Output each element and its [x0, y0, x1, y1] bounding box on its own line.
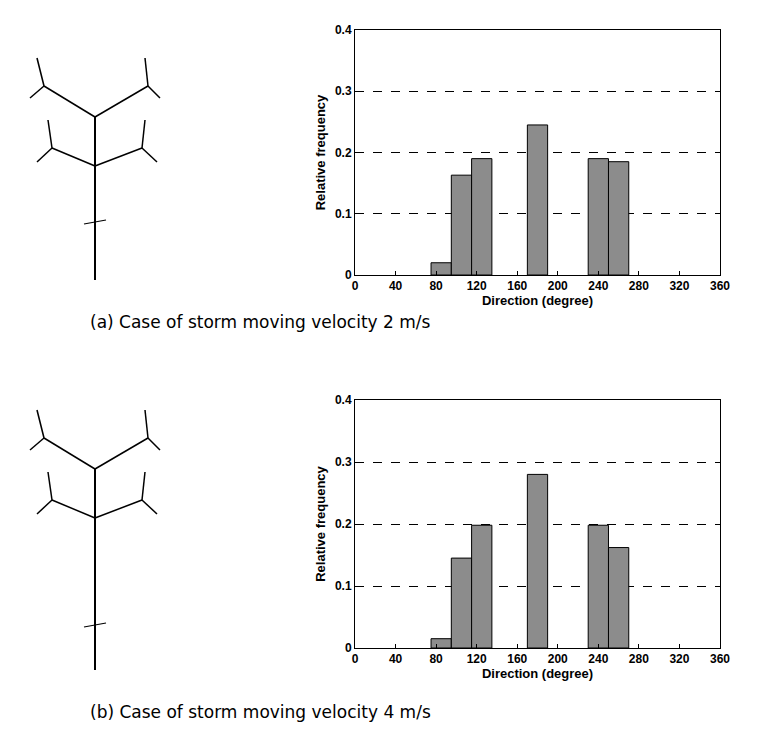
svg-text:360: 360 [710, 279, 730, 293]
svg-text:Relative frequency: Relative frequency [313, 465, 328, 581]
svg-text:0.2: 0.2 [335, 146, 352, 160]
svg-text:80: 80 [429, 652, 443, 666]
svg-text:0.3: 0.3 [335, 455, 352, 469]
svg-text:0: 0 [345, 641, 352, 655]
svg-text:360: 360 [710, 652, 730, 666]
svg-text:120: 120 [467, 279, 487, 293]
svg-text:Direction (degree): Direction (degree) [482, 666, 593, 681]
svg-text:320: 320 [669, 279, 689, 293]
svg-text:40: 40 [389, 652, 403, 666]
svg-text:280: 280 [629, 279, 649, 293]
svg-text:0.2: 0.2 [335, 517, 352, 531]
svg-text:0.1: 0.1 [335, 579, 352, 593]
svg-text:0.1: 0.1 [335, 207, 352, 221]
svg-text:120: 120 [467, 652, 487, 666]
svg-text:200: 200 [548, 279, 568, 293]
svg-text:(b) Case of storm moving veloc: (b) Case of storm moving velocity 4 m/s [90, 702, 431, 722]
svg-text:0.4: 0.4 [335, 23, 352, 37]
svg-text:280: 280 [629, 652, 649, 666]
svg-text:240: 240 [588, 279, 608, 293]
svg-text:40: 40 [389, 279, 403, 293]
svg-text:Direction (degree): Direction (degree) [482, 293, 593, 308]
svg-text:200: 200 [548, 652, 568, 666]
svg-text:0.3: 0.3 [335, 84, 352, 98]
svg-text:0: 0 [345, 268, 352, 282]
svg-text:80: 80 [429, 279, 443, 293]
svg-text:240: 240 [588, 652, 608, 666]
svg-text:0.4: 0.4 [335, 393, 352, 407]
svg-text:0: 0 [352, 279, 359, 293]
svg-text:160: 160 [507, 279, 527, 293]
svg-text:(a) Case of storm moving veloc: (a) Case of storm moving velocity 2 m/s [90, 312, 431, 332]
svg-text:160: 160 [507, 652, 527, 666]
svg-text:Relative frequency: Relative frequency [313, 94, 328, 210]
svg-text:0: 0 [352, 652, 359, 666]
svg-text:320: 320 [669, 652, 689, 666]
